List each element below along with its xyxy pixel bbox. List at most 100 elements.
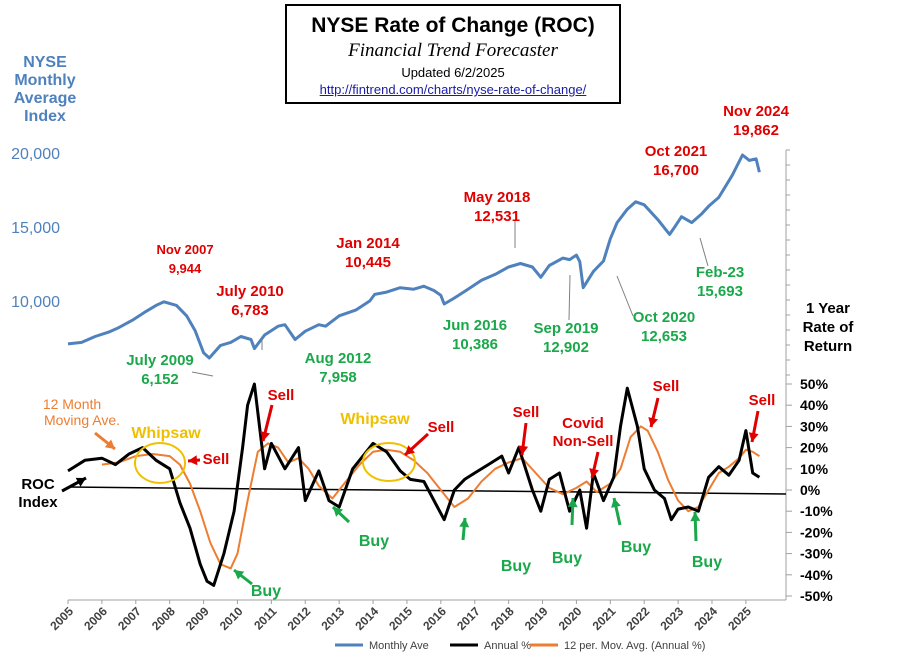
nyse-axis-label: NYSE xyxy=(23,54,67,71)
x-tick-label: 2021 xyxy=(590,604,619,633)
roc-index-arrow-head xyxy=(75,477,86,487)
ma-label: 12 Month xyxy=(43,396,101,412)
series-monthly-ave-line xyxy=(67,153,761,360)
roc-axis-label: Rate of xyxy=(803,319,855,336)
annotation-leader-line xyxy=(616,275,634,317)
x-tick-label: 2007 xyxy=(115,604,144,633)
x-tick-label: 2015 xyxy=(386,604,415,633)
sell-label: Sell xyxy=(428,419,455,436)
x-tick-label: 2006 xyxy=(81,604,110,633)
annotation-value: 7,958 xyxy=(319,369,357,386)
y-tick-label-nyse: 15,000 xyxy=(11,220,60,237)
annotation-value: 12,902 xyxy=(543,339,589,356)
x-tick-label: 2018 xyxy=(488,604,517,633)
annotation-value: 19,862 xyxy=(733,122,779,139)
nyse-axis-label: Index xyxy=(24,108,66,125)
x-tick-label: 2013 xyxy=(318,604,347,633)
series-moving-avg-line xyxy=(101,425,760,570)
y-tick-label-roc: -30% xyxy=(800,546,833,562)
annotation-label: Nov 2007 xyxy=(156,242,213,257)
sell-label: Sell xyxy=(653,378,680,395)
chart-subtitle: Financial Trend Forecaster xyxy=(348,40,558,61)
x-tick-label: 2005 xyxy=(47,604,76,633)
legend-item: Annual % xyxy=(484,640,531,652)
whipsaw-label: Whipsaw xyxy=(340,411,410,428)
y-tick-label-roc: 0% xyxy=(800,482,821,498)
x-tick-label: 2009 xyxy=(183,604,212,633)
x-tick-label: 2020 xyxy=(556,604,585,633)
sell-arrow-head xyxy=(648,417,658,427)
roc-axis-label: 1 Year xyxy=(806,300,850,317)
annotation-value: 12,653 xyxy=(641,328,687,345)
buy-label: Buy xyxy=(692,554,722,571)
y-tick-label-roc: -40% xyxy=(800,567,833,583)
x-tick-label: 2025 xyxy=(725,604,754,633)
roc-index-label: ROC xyxy=(21,476,55,493)
y-tick-label-nyse: 10,000 xyxy=(11,294,60,311)
sell-arrow-head xyxy=(748,432,759,442)
buy-label: Buy xyxy=(359,533,389,550)
annotation-label: Sep 2019 xyxy=(533,320,598,337)
buy-arrow-head xyxy=(690,512,701,522)
buy-label: Buy xyxy=(501,558,531,575)
covid-arrow-head xyxy=(589,468,599,478)
x-tick-label: 2011 xyxy=(251,604,280,633)
y-tick-label-roc: 10% xyxy=(800,461,829,477)
chart-title: NYSE Rate of Change (ROC) xyxy=(311,14,595,37)
annotation-label: Aug 2012 xyxy=(305,350,372,367)
source-link[interactable]: http://fintrend.com/charts/nyse-rate-of-… xyxy=(319,82,587,97)
y-tick-label-roc: 50% xyxy=(800,376,829,392)
annotation-value: 10,445 xyxy=(345,254,391,271)
title-box: NYSE Rate of Change (ROC) Financial Tren… xyxy=(285,4,621,104)
buy-arrow-head xyxy=(459,518,470,528)
x-tick-label: 2023 xyxy=(657,604,686,633)
annotation-label: July 2010 xyxy=(216,283,284,300)
annotation-value: 6,152 xyxy=(141,371,179,388)
annotation-label: Jun 2016 xyxy=(443,317,507,334)
whipsaw-circle xyxy=(134,442,186,484)
x-tick-label: 2017 xyxy=(454,604,483,633)
y-tick-label-nyse: 20,000 xyxy=(11,146,60,163)
x-tick-label: 2016 xyxy=(420,604,449,633)
x-tick-label: 2019 xyxy=(522,604,551,633)
annotation-label: July 2009 xyxy=(126,352,194,369)
y-tick-label-roc: 20% xyxy=(800,440,829,456)
x-tick-label: 2022 xyxy=(624,604,653,633)
x-tick-label: 2014 xyxy=(352,604,381,633)
annotation-value: 9,944 xyxy=(169,261,202,276)
y-tick-label-roc: -20% xyxy=(800,524,833,540)
buy-label: Buy xyxy=(251,583,281,600)
sell-arrow-head xyxy=(260,431,270,441)
y-tick-label-roc: -50% xyxy=(800,588,833,604)
annotation-label: May 2018 xyxy=(464,189,531,206)
roc-index-label: Index xyxy=(18,494,58,511)
annotation-value: 12,531 xyxy=(474,208,520,225)
ma-label-arrow-head xyxy=(104,439,115,449)
annotation-label: Oct 2021 xyxy=(645,143,708,160)
annotation-label: Nov 2024 xyxy=(723,103,790,120)
covid-label: Non-Sell xyxy=(553,433,614,450)
legend-item: Monthly Ave xyxy=(369,640,429,652)
buy-arrow-head xyxy=(567,498,578,508)
annotation-value: 10,386 xyxy=(452,336,498,353)
annotation-leader-line xyxy=(191,371,214,377)
ma-label: Moving Ave. xyxy=(44,412,120,428)
annotation-label: Jan 2014 xyxy=(336,235,400,252)
sell-arrow-head xyxy=(405,445,415,455)
nyse-axis-label: Average xyxy=(14,90,77,107)
sell-label: Sell xyxy=(203,451,230,468)
y-tick-label-roc: 30% xyxy=(800,418,829,434)
nyse-axis-label: Monthly xyxy=(14,72,75,89)
annotation-value: 16,700 xyxy=(653,162,699,179)
x-tick-label: 2024 xyxy=(691,604,720,633)
annotation-value: 15,693 xyxy=(697,283,743,300)
annotation-leader-line xyxy=(568,274,571,321)
sell-arrow-head xyxy=(518,445,529,455)
whipsaw-circle xyxy=(362,442,416,482)
annotation-leader-line xyxy=(699,237,709,267)
buy-arrow-head xyxy=(611,498,621,508)
x-tick-label: 2010 xyxy=(217,604,246,633)
covid-label: Covid xyxy=(562,415,604,432)
x-tick-label: 2012 xyxy=(285,604,314,633)
